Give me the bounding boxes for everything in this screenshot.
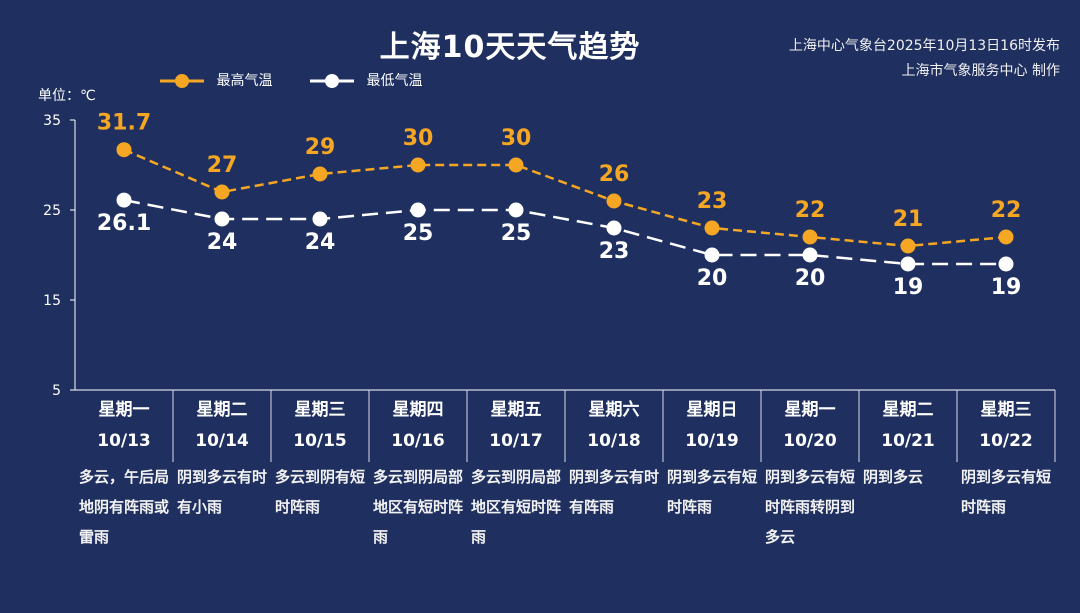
low-temp-label: 19 (991, 275, 1022, 300)
day-weekday: 星期日 (686, 400, 738, 420)
high-temp-point (998, 229, 1014, 245)
day-weekday: 星期四 (392, 400, 444, 420)
high-temp-label: 26 (599, 162, 630, 187)
low-temp-point (704, 247, 720, 263)
low-temp-label: 19 (893, 275, 924, 300)
high-temp-label: 22 (991, 198, 1022, 223)
day-date: 10/21 (881, 431, 935, 451)
high-temp-label: 29 (305, 135, 336, 160)
low-temp-point (116, 192, 132, 208)
day-date: 10/18 (587, 431, 641, 451)
day-cell: 星期二 10/14 (173, 395, 271, 457)
day-date: 10/19 (685, 431, 739, 451)
weather-description: 阴到多云有短时阵雨 (961, 468, 1052, 516)
day-cell: 星期二 10/21 (859, 395, 957, 457)
high-temp-point (900, 238, 916, 254)
weather-description: 阴到多云有时有小雨 (177, 468, 268, 516)
weather-description: 多云到阴局部地区有短时阵雨 (373, 468, 464, 546)
day-cell: 星期五 10/17 (467, 395, 565, 457)
high-temp-point (606, 193, 622, 209)
low-temp-label: 20 (795, 266, 826, 291)
day-weekday: 星期二 (882, 400, 934, 420)
y-axis-unit: 单位：℃ (38, 88, 96, 104)
high-temp-point (312, 166, 328, 182)
legend-low-marker-icon (310, 74, 354, 88)
high-temp-label: 21 (893, 207, 924, 232)
day-cell: 星期一 10/13 (75, 395, 173, 457)
weather-description: 多云到阴局部地区有短时阵雨 (471, 468, 562, 546)
chart-title: 上海10天天气趋势 (379, 30, 641, 65)
low-temp-label: 24 (305, 230, 336, 255)
weather-description: 多云到阴有短时阵雨 (275, 468, 366, 516)
day-cell: 星期三 10/22 (957, 395, 1055, 457)
y-tick-label: 15 (43, 293, 61, 309)
low-temp-point (312, 211, 328, 227)
day-date: 10/17 (489, 431, 543, 451)
weather-description: 阴到多云有时有阵雨 (569, 468, 660, 516)
publisher-line-2: 上海市气象服务中心 制作 (901, 63, 1060, 79)
high-temp-line (123, 148, 1007, 248)
weather-description: 阴到多云 (863, 468, 924, 486)
day-date: 10/14 (195, 431, 249, 451)
legend-item-high: 最高气温 (160, 70, 272, 90)
legend-item-low: 最低气温 (310, 70, 422, 90)
high-temp-point (802, 229, 818, 245)
high-temp-label: 22 (795, 198, 826, 223)
high-temp-label: 27 (207, 153, 238, 178)
high-temp-label: 23 (697, 189, 728, 214)
low-temp-label: 24 (207, 230, 238, 255)
day-date: 10/16 (391, 431, 445, 451)
day-cell: 星期一 10/20 (761, 395, 859, 457)
legend-low-label: 最低气温 (366, 73, 423, 89)
low-temp-label: 26.1 (97, 211, 151, 236)
low-temp-label: 25 (403, 221, 434, 246)
low-temp-line (123, 198, 1006, 266)
low-temp-label: 23 (599, 239, 630, 264)
high-temp-point (704, 220, 720, 236)
weather-description: 阴到多云有短时阵雨转阴到多云 (765, 468, 856, 546)
day-weekday: 星期一 (98, 400, 150, 420)
day-cell: 星期四 10/16 (369, 395, 467, 457)
publisher-info: 上海中心气象台2025年10月13日16时发布 上海市气象服务中心 制作 (789, 34, 1060, 84)
high-temp-label: 31.7 (97, 111, 151, 136)
day-weekday: 星期一 (784, 400, 836, 420)
low-temp-point (606, 220, 622, 236)
day-date: 10/20 (783, 431, 837, 451)
high-temp-label: 30 (501, 126, 532, 151)
low-temp-point (802, 247, 818, 263)
low-temp-label: 25 (501, 221, 532, 246)
day-weekday: 星期二 (196, 400, 248, 420)
day-date: 10/15 (293, 431, 347, 451)
low-temp-point (410, 202, 426, 218)
weather-description: 阴到多云有短时阵雨 (667, 468, 758, 516)
high-temp-point (116, 142, 132, 158)
day-date: 10/13 (97, 431, 151, 451)
day-weekday: 星期六 (588, 400, 640, 420)
low-temp-point (900, 256, 916, 272)
day-cell: 星期六 10/18 (565, 395, 663, 457)
high-temp-point (214, 184, 230, 200)
low-temp-label: 20 (697, 266, 728, 291)
day-weekday: 星期三 (980, 400, 1032, 420)
low-temp-point (998, 256, 1014, 272)
day-weekday: 星期五 (490, 400, 542, 420)
weather-description: 多云，午后局地阴有阵雨或雷雨 (79, 468, 170, 546)
day-weekday: 星期三 (294, 400, 346, 420)
y-tick-label: 25 (43, 203, 61, 219)
day-cell: 星期日 10/19 (663, 395, 761, 457)
legend-high-marker-icon (160, 74, 204, 88)
y-tick-label: 35 (43, 113, 61, 129)
high-temp-point (410, 157, 426, 173)
low-temp-point (508, 202, 524, 218)
high-temp-label: 30 (403, 126, 434, 151)
publisher-line-1: 上海中心气象台2025年10月13日16时发布 (788, 38, 1060, 54)
low-temp-point (214, 211, 230, 227)
y-tick-label: 5 (52, 383, 61, 399)
legend-high-label: 最高气温 (216, 73, 273, 89)
day-date: 10/22 (979, 431, 1033, 451)
day-cell: 星期三 10/15 (271, 395, 369, 457)
high-temp-point (508, 157, 524, 173)
